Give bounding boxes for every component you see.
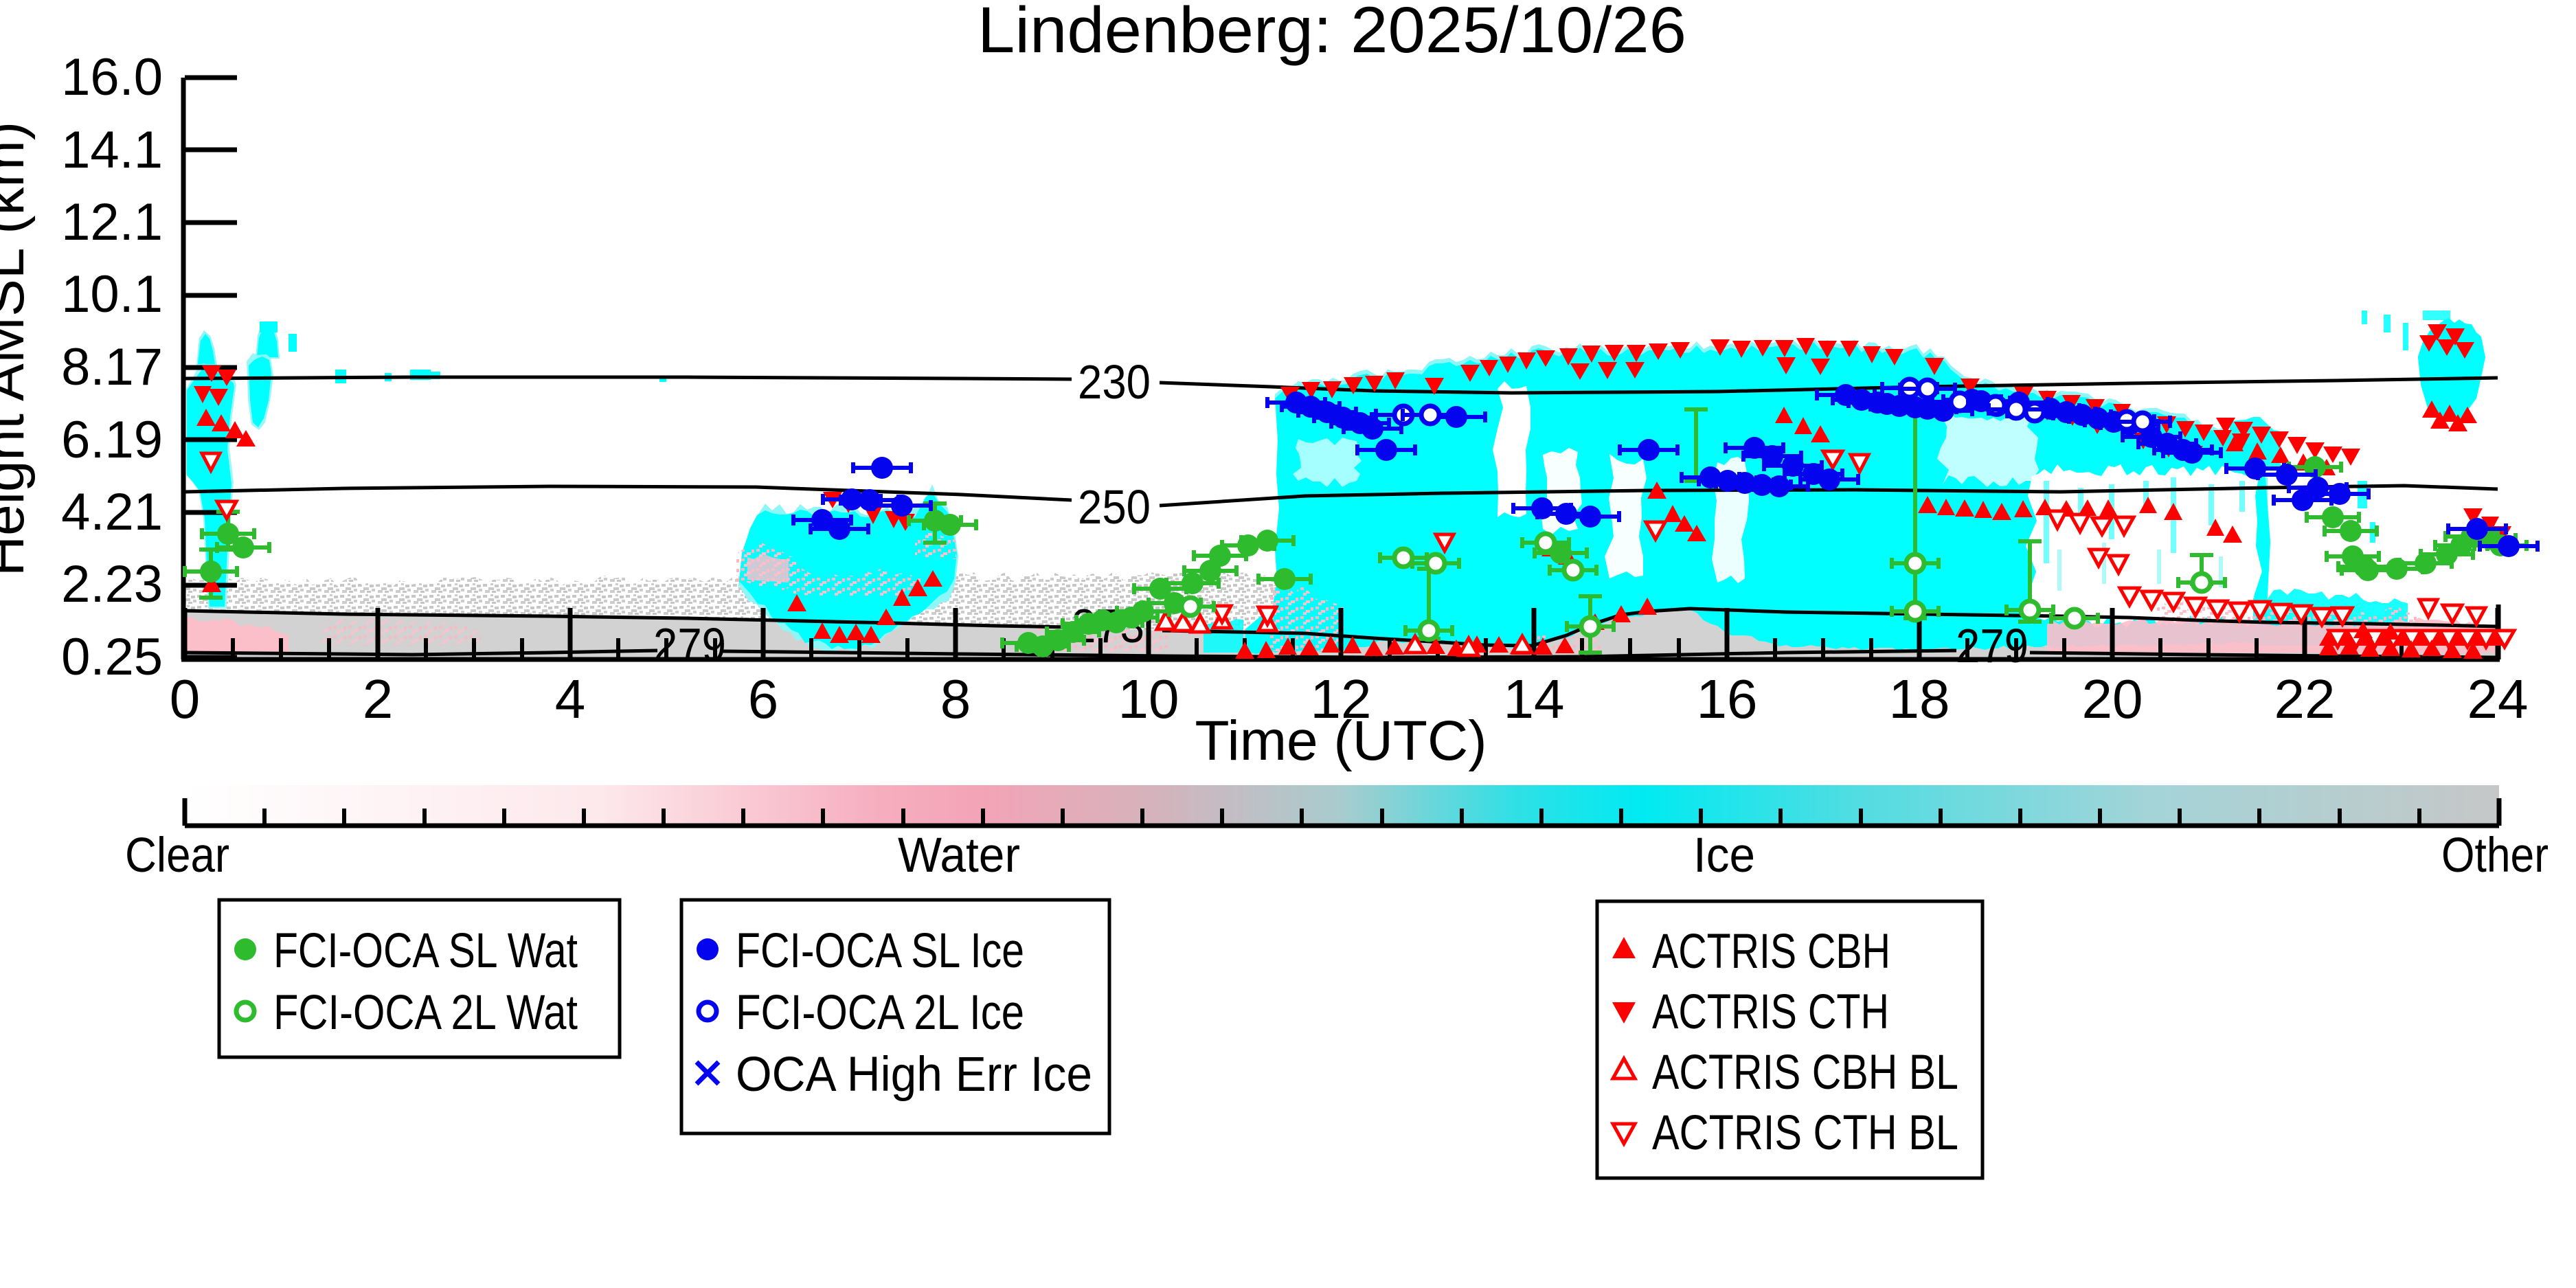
svg-text:14.1: 14.1 [61,121,163,179]
svg-text:6: 6 [748,668,779,730]
svg-text:2.23: 2.23 [61,555,163,613]
svg-text:18: 18 [1889,668,1950,730]
svg-text:2: 2 [363,668,394,730]
svg-text:24: 24 [2467,668,2529,730]
svg-text:0.25: 0.25 [61,628,163,686]
svg-text:14: 14 [1504,668,1565,730]
svg-text:10.1: 10.1 [61,265,163,324]
svg-text:FCI-OCA SL Ice: FCI-OCA SL Ice [736,924,1024,978]
svg-text:8.17: 8.17 [61,338,163,396]
svg-text:Time (UTC): Time (UTC) [1195,710,1487,772]
svg-text:6.19: 6.19 [61,411,163,469]
svg-text:230: 230 [1078,355,1151,409]
svg-text:12.1: 12.1 [61,193,163,251]
svg-text:OCA High Err Ice: OCA High Err Ice [736,1048,1092,1102]
svg-text:22: 22 [2274,668,2336,730]
svg-text:ACTRIS CTH BL: ACTRIS CTH BL [1652,1106,1958,1160]
svg-text:10: 10 [1118,668,1179,730]
svg-text:ACTRIS CBH: ACTRIS CBH [1652,925,1890,979]
svg-text:12: 12 [1311,668,1372,730]
svg-text:Clear: Clear [125,828,229,883]
svg-text:FCI-OCA 2L Wat: FCI-OCA 2L Wat [273,986,578,1040]
svg-text:16.0: 16.0 [61,48,163,106]
svg-text:0: 0 [170,668,201,730]
svg-text:8: 8 [940,668,971,730]
svg-text:20: 20 [2082,668,2143,730]
svg-text:ACTRIS CBH BL: ACTRIS CBH BL [1652,1046,1958,1100]
svg-text:16: 16 [1697,668,1758,730]
svg-text:Other: Other [2441,828,2549,883]
svg-text:FCI-OCA SL Wat: FCI-OCA SL Wat [273,924,578,978]
svg-text:4: 4 [555,668,586,730]
svg-text:ACTRIS CTH: ACTRIS CTH [1652,985,1889,1039]
svg-text:Height AMSL (km): Height AMSL (km) [0,122,36,576]
svg-text:250: 250 [1078,480,1151,534]
svg-text:Ice: Ice [1693,828,1755,883]
svg-text:4.21: 4.21 [61,483,163,541]
svg-text:Water: Water [898,828,1020,883]
svg-text:FCI-OCA 2L Ice: FCI-OCA 2L Ice [736,986,1024,1040]
svg-text:Lindenberg: 2025/10/26: Lindenberg: 2025/10/26 [978,0,1686,67]
